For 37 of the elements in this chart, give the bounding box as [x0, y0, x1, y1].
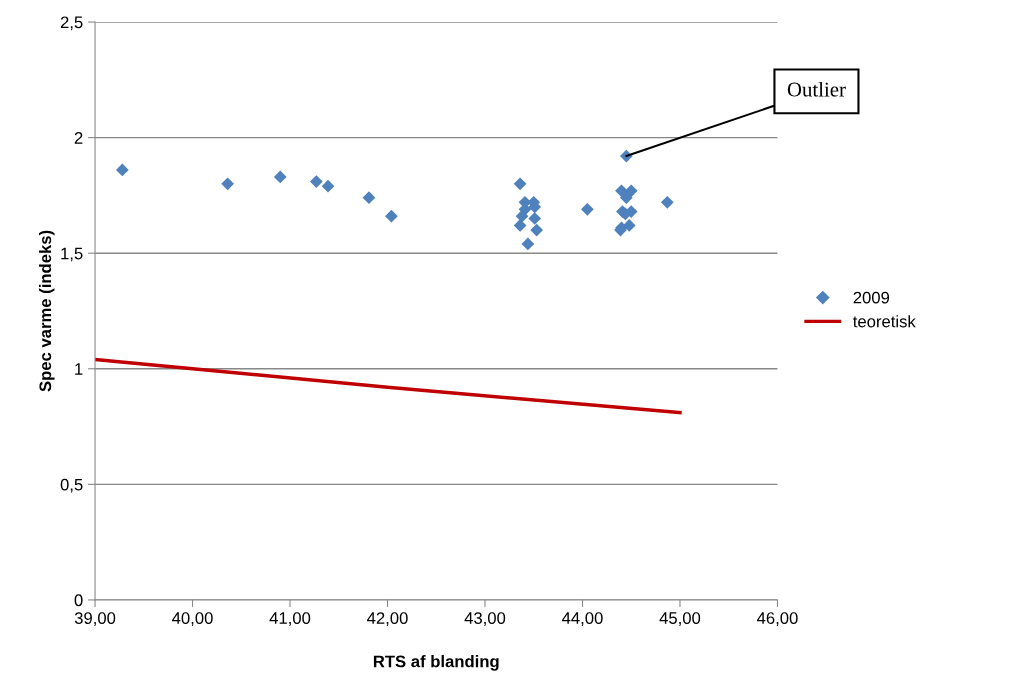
point	[273, 170, 287, 184]
point	[619, 191, 633, 205]
point	[362, 191, 376, 205]
point	[624, 184, 638, 198]
annotation: Outlier	[787, 81, 846, 97]
legend-label: 2009	[853, 291, 890, 304]
x-tick-label: 45,00	[659, 612, 701, 626]
y-tick-label: 1,5	[61, 247, 83, 262]
x-tick-label: 46,00	[756, 612, 798, 626]
y-tick-label: 2,5	[60, 16, 83, 31]
point	[530, 223, 544, 237]
point	[321, 179, 335, 193]
x-tick-label: 39,00	[74, 612, 116, 626]
y-tick-label: 0,5	[60, 478, 83, 493]
point	[513, 177, 527, 191]
x-tick-label: 42,00	[367, 612, 408, 626]
point	[515, 209, 529, 223]
y-tick-label: 2	[74, 132, 83, 144]
legend-label: teoretisk	[853, 315, 916, 328]
x-tick-label: 44,00	[562, 612, 603, 626]
x-tick-label: 40,00	[172, 612, 213, 626]
line-series	[95, 357, 682, 415]
y-tick-label: 0	[74, 594, 83, 607]
point	[580, 202, 594, 216]
point	[115, 163, 129, 177]
y-axis-title: Spec varme (indeks)	[38, 230, 55, 392]
point	[528, 212, 542, 225]
point	[521, 237, 535, 251]
point	[660, 195, 674, 209]
point	[513, 219, 527, 232]
point	[221, 177, 234, 191]
x-tick-label: 41,00	[269, 612, 311, 626]
point	[309, 175, 323, 188]
point	[385, 209, 398, 223]
x-axis-title: RTS af blanding	[373, 655, 499, 671]
x-tick-label: 43,00	[464, 612, 506, 626]
y-tick-label: 1	[75, 363, 83, 375]
